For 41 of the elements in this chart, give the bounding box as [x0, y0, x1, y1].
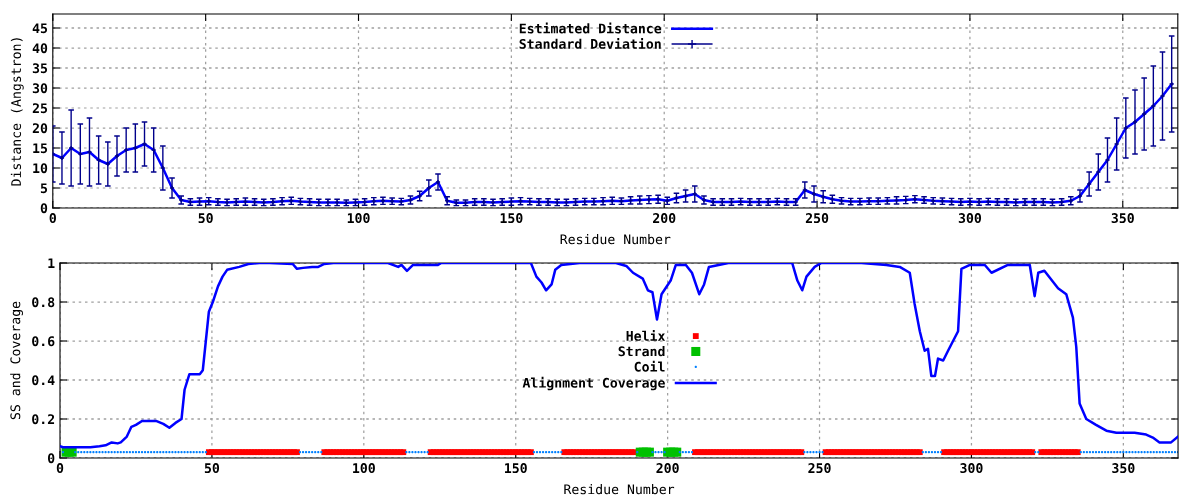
x-tick-label: 150	[500, 213, 523, 224]
y-axis-title: Distance (Angstron)	[10, 38, 24, 186]
x-tick-label: 100	[353, 463, 375, 474]
legend-label: Helix	[626, 329, 666, 341]
x-tick-label: 300	[960, 463, 983, 474]
y-tick-label: 5	[40, 183, 48, 194]
y-tick-label: 0	[40, 203, 48, 214]
x-tick-label: 350	[1111, 213, 1134, 224]
x-tick-label: 350	[1112, 463, 1135, 474]
x-tick-label: 200	[656, 463, 679, 474]
y-tick-label: 30	[32, 83, 48, 94]
x-tick-label: 0	[56, 463, 64, 474]
x-tick-label: 250	[805, 213, 829, 224]
y-tick-label: 35	[32, 63, 48, 74]
y-tick-label: 0	[47, 453, 55, 464]
y-tick-label: 20	[32, 123, 48, 134]
y-tick-label: 1	[48, 258, 55, 269]
legend-label: Estimated Distance	[519, 22, 662, 34]
y-tick-label: 45	[32, 23, 48, 34]
legend-label: Coil	[634, 360, 665, 372]
x-tick-label: 50	[204, 463, 220, 474]
legend-label: Alignment Coverage	[522, 376, 665, 391]
x-axis-title: Residue Number	[560, 234, 671, 245]
y-tick-label: 15	[33, 143, 48, 154]
y-tick-label: 10	[33, 163, 48, 174]
y-axis-title: SS and Coverage	[10, 301, 23, 420]
x-tick-label: 100	[347, 213, 370, 224]
x-tick-label: 150	[505, 463, 527, 474]
y-tick-label: 0.4	[32, 375, 55, 386]
y-tick-label: 25	[32, 103, 48, 114]
y-tick-label: 0.8	[32, 297, 55, 308]
x-axis-title: Residue Number	[564, 484, 675, 495]
legend-label: Standard Deviation	[519, 37, 661, 49]
x-tick-label: 200	[653, 213, 676, 224]
x-tick-label: 300	[958, 213, 982, 224]
y-tick-label: 0.6	[32, 336, 55, 347]
legend-label: Strand	[618, 346, 665, 357]
x-tick-label: 50	[198, 213, 213, 224]
y-tick-label: 0.2	[32, 414, 55, 425]
y-tick-label: 40	[32, 43, 48, 54]
x-tick-label: 250	[808, 463, 831, 474]
